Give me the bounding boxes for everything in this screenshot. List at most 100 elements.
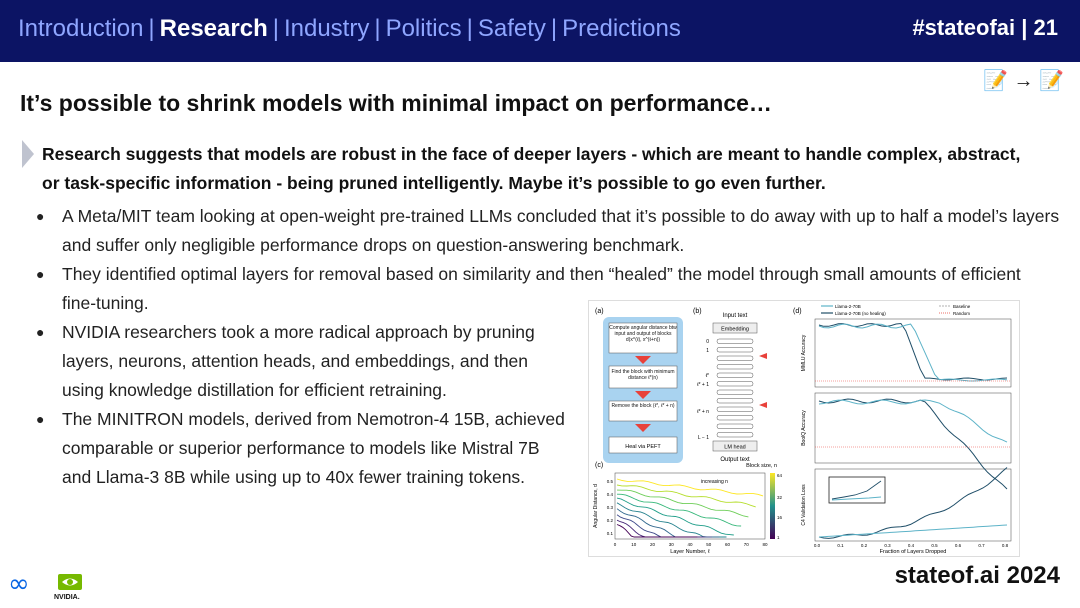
inset-zoom	[828, 476, 886, 504]
step-heal: Heal via PEFT	[625, 444, 661, 450]
panel-c-xlabel: Layer Number, ℓ	[670, 549, 710, 555]
arrow-left-icon	[759, 402, 767, 408]
panel-c-y-ticks: 0.1 0.2 0.3 0.4 0.5	[607, 479, 614, 536]
nav-research[interactable]: Research	[159, 15, 268, 42]
colorbar-tick: 16	[777, 515, 783, 520]
summary-block: Research suggests that models are robust…	[22, 140, 1032, 198]
bullet-list: A Meta/MIT team looking at open-weight p…	[36, 202, 1072, 492]
slide-title: It’s possible to shrink models with mini…	[20, 90, 772, 116]
pruning-figure: (a) Compute angular distance btw input a…	[588, 300, 1020, 557]
x-tick-label: 70	[744, 542, 750, 547]
y-tick-label: 0.2	[607, 518, 614, 523]
bullet-item: The MINITRON models, derived from Nemotr…	[36, 405, 567, 492]
x-tick-label: 30	[669, 542, 675, 547]
layer-block	[716, 423, 754, 429]
layer-index: ℓ*	[705, 373, 709, 379]
brand-footer: stateof.ai 2024	[894, 562, 1060, 589]
step-remove: Remove the block (ℓ*, ℓ* + n)	[611, 403, 675, 409]
layer-block	[716, 355, 754, 361]
x-tick-label: 0.3	[884, 543, 891, 548]
x-tick-label: 0.1	[837, 543, 844, 548]
nav-predictions[interactable]: Predictions	[562, 15, 681, 42]
layer-stack	[716, 338, 754, 438]
x-tick-label: 10	[631, 542, 637, 547]
angular-curve	[616, 489, 749, 518]
layer-block	[716, 372, 754, 378]
legend-random: Random	[953, 311, 970, 316]
angular-curve	[616, 493, 742, 527]
chevron-right-icon	[22, 140, 34, 168]
bullet-item: They identified optimal layers for remov…	[36, 260, 1032, 318]
x-tick-label: 0.4	[908, 543, 915, 548]
embedding-label: Embedding	[721, 327, 749, 333]
colorbar-tick: 32	[777, 495, 783, 500]
colorbar-title: Block size, n	[746, 463, 777, 469]
x-tick-label: 60	[725, 542, 731, 547]
x-tick-label: 0.5	[931, 543, 938, 548]
layer-index: ℓ* + 1	[697, 382, 709, 388]
slide-tag: #stateofai | 21	[912, 15, 1058, 40]
x-tick-label: 0.6	[955, 543, 962, 548]
x-tick-label: 80	[762, 542, 768, 547]
output-text-label: Output text	[720, 457, 750, 463]
top-bar: Introduction | Research | Industry | Politics |…	[0, 0, 1080, 62]
nvidia-wordmark: NVIDIA.	[54, 594, 80, 601]
layer-block	[716, 389, 754, 395]
x-tick-label: 0	[614, 542, 617, 547]
layer-block	[716, 415, 754, 421]
layer-block	[716, 398, 754, 404]
c4-heal-line	[818, 524, 1008, 538]
panel-c-axes	[614, 472, 766, 540]
panel-b-tag: (b)	[693, 308, 702, 315]
nav-separator: |	[148, 15, 155, 42]
nav-industry[interactable]: Industry	[283, 15, 370, 42]
footer-logos: ∞ NVIDIA.	[8, 569, 98, 607]
y-tick-label: 0.1	[607, 531, 614, 536]
section-nav: Introduction | Research | Industry | Politics |…	[18, 15, 681, 43]
layer-block	[716, 347, 754, 353]
panel-d-x-ticks: 0.0 0.1 0.2 0.3 0.4 0.5 0.6 0.7 0.8	[814, 543, 1009, 548]
boolq-ylabel: BoolQ Accuracy	[801, 410, 807, 446]
increasing-n-annotation: increasing n	[701, 479, 728, 485]
nav-politics[interactable]: Politics	[385, 15, 462, 42]
boolq-axes	[814, 392, 1012, 464]
arrow-down-icon	[635, 356, 651, 364]
figure-svg: (a) Compute angular distance btw input a…	[593, 304, 1012, 555]
x-tick-label: 0.0	[814, 543, 821, 548]
bullet-item: A Meta/MIT team looking at open-weight p…	[36, 202, 1072, 260]
memo-icon: 📝 → 📝	[983, 70, 1064, 92]
arrow-down-icon	[635, 391, 651, 399]
y-tick-label: 0.5	[607, 479, 614, 484]
x-tick-label: 40	[687, 542, 693, 547]
nav-separator: |	[466, 15, 473, 42]
angular-curve	[616, 497, 734, 536]
mmlu-ylabel: MMLU Accuracy	[801, 334, 807, 371]
y-tick-label: 0.3	[607, 505, 614, 510]
nav-separator: |	[272, 15, 279, 42]
layer-block	[716, 432, 754, 438]
step-find: Find the block with minimum distance ℓ*(…	[611, 369, 675, 381]
x-tick-label: 0.2	[861, 543, 868, 548]
arrow-left-icon	[759, 353, 767, 359]
panel-d-tag: (d)	[793, 308, 802, 315]
colorbar-tick: 64	[777, 473, 783, 478]
layer-block	[716, 338, 754, 344]
legend-llama-noheal: Llama-2-70B (no healing)	[835, 311, 886, 316]
panel-d-xlabel: Fraction of Layers Dropped	[880, 549, 947, 555]
angular-curve	[616, 484, 756, 508]
bullet-item: NVIDIA researchers took a more radical a…	[36, 318, 567, 405]
layer-block	[716, 406, 754, 412]
mmlu-axes	[814, 318, 1012, 388]
x-tick-label: 20	[650, 542, 656, 547]
x-tick-label: 0.8	[1002, 543, 1009, 548]
boolq-heal-line	[818, 399, 1008, 443]
nav-separator: |	[550, 15, 558, 42]
summary-text: Research suggests that models are robust…	[42, 144, 1021, 193]
nav-introduction[interactable]: Introduction	[18, 15, 144, 42]
nav-safety[interactable]: Safety	[477, 15, 546, 42]
layer-block	[716, 381, 754, 387]
x-tick-label: 0.7	[978, 543, 985, 548]
angular-curve	[616, 524, 698, 538]
footer-logo-svg: ∞ NVIDIA.	[8, 569, 82, 601]
panel-a-background	[603, 317, 683, 463]
